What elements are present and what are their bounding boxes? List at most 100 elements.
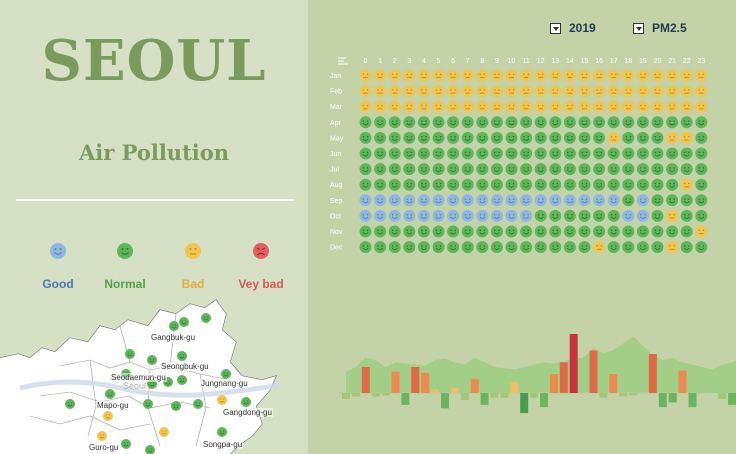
- heatmap-cell[interactable]: [680, 147, 693, 160]
- heatmap-cell[interactable]: [651, 163, 664, 176]
- heatmap-cell[interactable]: [461, 85, 474, 98]
- heatmap-cell[interactable]: [680, 69, 693, 82]
- heatmap-cell[interactable]: [388, 147, 401, 160]
- heatmap-cell[interactable]: [461, 100, 474, 113]
- daily-bar[interactable]: [629, 393, 638, 396]
- heatmap-cell[interactable]: [651, 85, 664, 98]
- heatmap-cell[interactable]: [636, 116, 649, 129]
- heatmap-cell[interactable]: [476, 225, 489, 238]
- heatmap-cell[interactable]: [636, 194, 649, 207]
- hourly-monthly-heatmap[interactable]: 0 1 2 3 4 5 6 7 8 9 10 11 12 13 14 15 16 17 18 19 20 21 22 23Ja…: [308, 0, 736, 270]
- daily-bar[interactable]: [351, 393, 360, 397]
- heatmap-cell[interactable]: [563, 131, 576, 144]
- heatmap-cell[interactable]: [417, 209, 430, 222]
- heatmap-cell[interactable]: [490, 85, 503, 98]
- heatmap-cell[interactable]: [578, 178, 591, 191]
- heatmap-cell[interactable]: [695, 225, 708, 238]
- heatmap-cell[interactable]: [447, 69, 460, 82]
- district-marker[interactable]: [221, 369, 231, 379]
- heatmap-cell[interactable]: [534, 69, 547, 82]
- heatmap-cell[interactable]: [607, 100, 620, 113]
- heatmap-cell[interactable]: [666, 69, 679, 82]
- heatmap-cell[interactable]: [695, 131, 708, 144]
- heatmap-cell[interactable]: [534, 147, 547, 160]
- heatmap-cell[interactable]: [403, 85, 416, 98]
- heatmap-cell[interactable]: [476, 131, 489, 144]
- heatmap-cell[interactable]: [607, 116, 620, 129]
- heatmap-cell[interactable]: [549, 194, 562, 207]
- heatmap-cell[interactable]: [666, 131, 679, 144]
- daily-bar[interactable]: [619, 393, 628, 397]
- heatmap-cell[interactable]: [593, 241, 606, 254]
- district-marker[interactable]: [65, 399, 75, 409]
- heatmap-cell[interactable]: [695, 85, 708, 98]
- heatmap-cell[interactable]: [388, 85, 401, 98]
- heatmap-cell[interactable]: [622, 131, 635, 144]
- heatmap-cell[interactable]: [403, 116, 416, 129]
- district-marker[interactable]: [179, 317, 189, 327]
- heatmap-cell[interactable]: [593, 69, 606, 82]
- heatmap-cell[interactable]: [490, 241, 503, 254]
- daily-bar[interactable]: [431, 389, 440, 393]
- heatmap-cell[interactable]: [651, 225, 664, 238]
- district-marker[interactable]: [97, 431, 107, 441]
- heatmap-cell[interactable]: [417, 147, 430, 160]
- heatmap-cell[interactable]: [549, 147, 562, 160]
- heatmap-cell[interactable]: [563, 163, 576, 176]
- heatmap-cell[interactable]: [359, 225, 372, 238]
- heatmap-cell[interactable]: [432, 85, 445, 98]
- seoul-district-map[interactable]: Gangbuk-gu Seongbuk-gu Seodaemun-gu Seou…: [0, 296, 308, 454]
- heatmap-cell[interactable]: [520, 209, 533, 222]
- heatmap-cell[interactable]: [666, 194, 679, 207]
- heatmap-cell[interactable]: [607, 147, 620, 160]
- daily-bar[interactable]: [609, 374, 618, 393]
- heatmap-cell[interactable]: [447, 100, 460, 113]
- heatmap-cell[interactable]: [636, 225, 649, 238]
- heatmap-cell[interactable]: [447, 116, 460, 129]
- heatmap-cell[interactable]: [549, 225, 562, 238]
- heatmap-cell[interactable]: [563, 147, 576, 160]
- heatmap-cell[interactable]: [622, 194, 635, 207]
- heatmap-cell[interactable]: [417, 225, 430, 238]
- daily-bar[interactable]: [530, 393, 539, 398]
- heatmap-cell[interactable]: [549, 178, 562, 191]
- heatmap-cell[interactable]: [432, 209, 445, 222]
- daily-bar[interactable]: [718, 393, 727, 399]
- heatmap-cell[interactable]: [563, 225, 576, 238]
- heatmap-cell[interactable]: [490, 163, 503, 176]
- heatmap-cell[interactable]: [374, 131, 387, 144]
- heatmap-cell[interactable]: [417, 116, 430, 129]
- heatmap-cell[interactable]: [520, 241, 533, 254]
- heatmap-cell[interactable]: [461, 131, 474, 144]
- heatmap-cell[interactable]: [593, 131, 606, 144]
- heatmap-cell[interactable]: [432, 194, 445, 207]
- heatmap-cell[interactable]: [680, 241, 693, 254]
- daily-bar[interactable]: [589, 350, 598, 393]
- daily-bar[interactable]: [648, 354, 657, 393]
- heatmap-cell[interactable]: [447, 194, 460, 207]
- heatmap-cell[interactable]: [417, 100, 430, 113]
- heatmap-cell[interactable]: [607, 209, 620, 222]
- heatmap-cell[interactable]: [578, 194, 591, 207]
- heatmap-cell[interactable]: [563, 100, 576, 113]
- heatmap-cell[interactable]: [666, 147, 679, 160]
- heatmap-cell[interactable]: [534, 131, 547, 144]
- heatmap-cell[interactable]: [622, 209, 635, 222]
- heatmap-cell[interactable]: [593, 225, 606, 238]
- heatmap-cell[interactable]: [680, 225, 693, 238]
- heatmap-cell[interactable]: [403, 131, 416, 144]
- heatmap-cell[interactable]: [622, 241, 635, 254]
- heatmap-cell[interactable]: [593, 209, 606, 222]
- heatmap-cell[interactable]: [607, 178, 620, 191]
- heatmap-cell[interactable]: [636, 178, 649, 191]
- heatmap-cell[interactable]: [636, 209, 649, 222]
- heatmap-cell[interactable]: [359, 147, 372, 160]
- heatmap-cell[interactable]: [505, 209, 518, 222]
- heatmap-cell[interactable]: [374, 194, 387, 207]
- district-marker[interactable]: [217, 427, 227, 437]
- daily-bar[interactable]: [391, 371, 400, 393]
- heatmap-cell[interactable]: [563, 116, 576, 129]
- heatmap-cell[interactable]: [505, 100, 518, 113]
- heatmap-cell[interactable]: [622, 100, 635, 113]
- heatmap-cell[interactable]: [593, 178, 606, 191]
